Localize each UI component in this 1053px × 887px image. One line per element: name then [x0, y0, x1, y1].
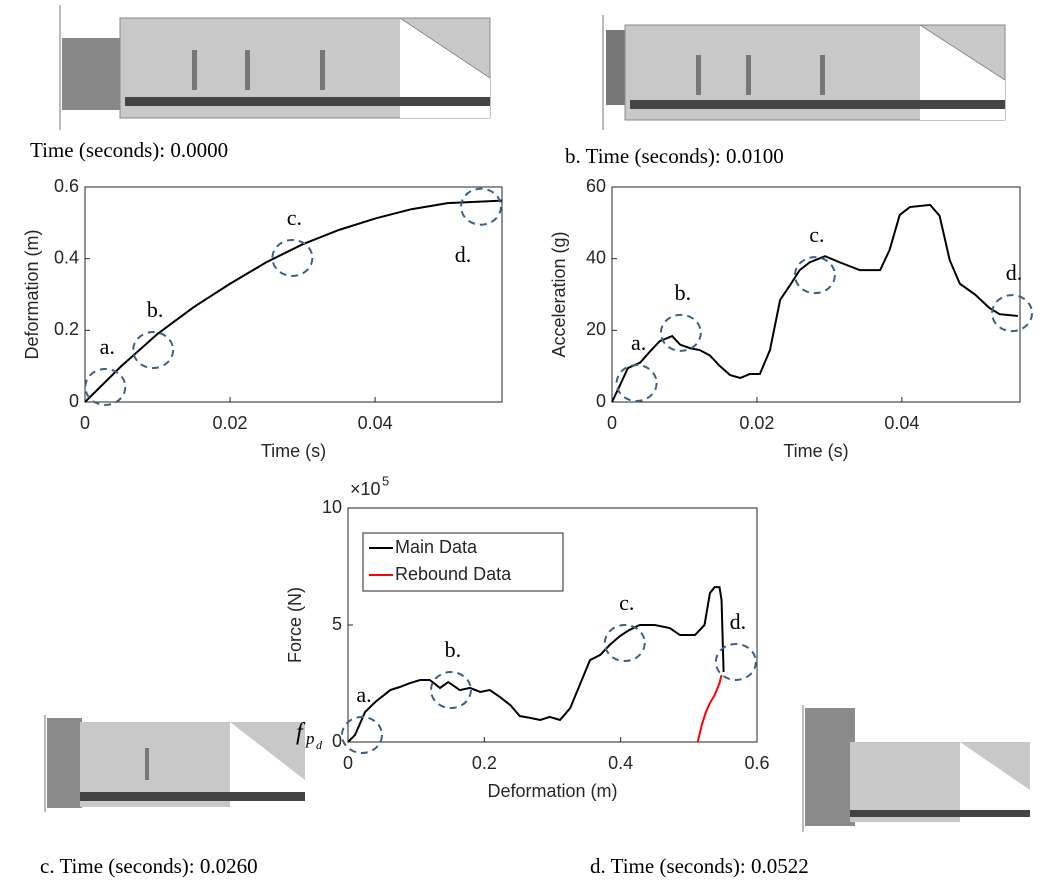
x-axis-label: Time (s): [261, 441, 326, 461]
image-caption: Time (seconds): 0.0000: [30, 138, 228, 162]
y-tick-label: 10: [322, 497, 342, 517]
sim-image: [803, 705, 1030, 832]
annotation-label: b.: [445, 637, 462, 662]
y-tick-label: 20: [586, 319, 606, 339]
x-tick-label: 0.4: [608, 753, 633, 773]
y-tick-label: 0: [596, 391, 606, 411]
y-tick-label: 60: [586, 176, 606, 196]
image-caption: c. Time (seconds): 0.0260: [40, 854, 258, 878]
annotation-label: c.: [809, 222, 824, 247]
annotation-label: a.: [631, 330, 646, 355]
legend-label: Rebound Data: [395, 564, 512, 584]
y-axis-label: Force (N): [285, 587, 305, 663]
sim-image: [45, 715, 305, 812]
y-axis-label: Deformation (m): [22, 229, 42, 359]
y-symbol-subsub: d: [316, 738, 323, 752]
annotation-label: d.: [730, 609, 747, 634]
figure: {"images": [ {"caption": "Time (seconds)…: [0, 0, 1053, 887]
y-tick-label: 40: [586, 247, 606, 267]
canvas: Time (seconds): 0.0000 b. Time (seconds)…: [0, 0, 1053, 887]
annotation-label: b.: [147, 297, 164, 322]
x-tick-label: 0: [607, 413, 617, 433]
annotation-label: c.: [619, 590, 634, 615]
y-tick-label: 0.6: [54, 176, 79, 196]
x-tick-label: 0.04: [884, 413, 919, 433]
y-symbol-sub: p: [305, 729, 315, 748]
legend-label: Main Data: [395, 537, 478, 557]
sim-image: [60, 5, 490, 130]
plot-area: [612, 187, 1020, 402]
annotation-label: a.: [100, 334, 115, 359]
x-tick-label: 0.6: [744, 753, 769, 773]
annotation-label: c.: [287, 205, 302, 230]
x-tick-label: 0: [80, 413, 90, 433]
x-axis-label: Deformation (m): [487, 781, 617, 801]
y-tick-label: 0.2: [54, 319, 79, 339]
y-tick-label: 5: [332, 614, 342, 634]
sim-image: [603, 15, 1005, 130]
y-tick-label: 0: [332, 731, 342, 751]
x-tick-label: 0.2: [472, 753, 497, 773]
x-tick-label: 0.02: [213, 413, 248, 433]
y-axis-label: Acceleration (g): [549, 231, 569, 357]
annotation-label: d.: [1006, 260, 1023, 285]
annotation-label: b.: [675, 280, 692, 305]
annotation-label: d.: [455, 242, 472, 267]
image-caption: b. Time (seconds): 0.0100: [565, 144, 784, 168]
y-multiplier: ×10: [350, 479, 381, 499]
x-tick-label: 0.02: [739, 413, 774, 433]
y-multiplier-exponent: 5: [382, 473, 389, 488]
y-tick-label: 0.4: [54, 247, 79, 267]
x-axis-label: Time (s): [783, 441, 848, 461]
x-tick-label: 0.04: [358, 413, 393, 433]
annotation-label: a.: [356, 682, 371, 707]
x-tick-label: 0: [343, 753, 353, 773]
y-tick-label: 0: [69, 391, 79, 411]
image-caption: d. Time (seconds): 0.0522: [590, 854, 809, 878]
